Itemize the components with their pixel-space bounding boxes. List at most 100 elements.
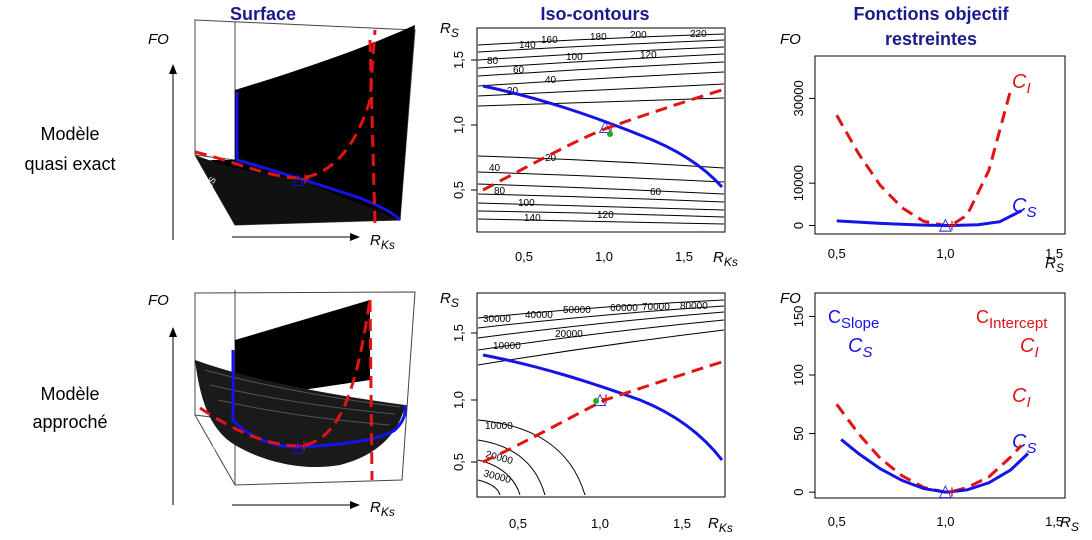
green-point-iso-top	[607, 131, 613, 137]
rks-label-inside-top: RKs	[207, 115, 232, 135]
svg-text:40000: 40000	[525, 310, 553, 321]
plus-marker-iso-top: +	[606, 117, 617, 137]
y-tick-label-bottom-2: 100	[791, 364, 806, 386]
rs-axis-label-fo-bottom: RS	[1060, 514, 1079, 534]
fo-axis-label-surface-top: FO	[148, 31, 169, 48]
svg-text:40: 40	[489, 163, 501, 174]
svg-text:1,0: 1,0	[595, 249, 613, 264]
svg-text:80: 80	[487, 56, 499, 67]
header-fo-line1: Fonctions objectif	[854, 4, 1010, 24]
svg-text:0,5: 0,5	[509, 516, 527, 531]
red-curve-surface-bottom-edge	[368, 299, 374, 481]
rks-axis-arrowhead-bottom	[350, 501, 360, 509]
rks-axis-label-surface-top: RKs	[370, 232, 395, 252]
svg-text:1,5: 1,5	[451, 324, 466, 342]
y-tick-label-bottom-1: 50	[791, 426, 806, 440]
svg-text:1,0: 1,0	[451, 391, 466, 409]
cs-label-bottom: CS	[1012, 431, 1036, 457]
cintercept-label: CIntercept	[976, 307, 1048, 332]
rks-axis-label-iso-bottom: RKs	[708, 515, 733, 535]
contour-labels-bottom: 10000 20000 30000 40000 50000 60000 7000…	[482, 301, 708, 486]
ci-label-bottom: CI	[1012, 385, 1031, 411]
fo-plot-frame-bottom	[814, 292, 1066, 499]
header-iso-contours: Iso-contours	[540, 4, 649, 24]
cs-label-top: CS	[1012, 195, 1036, 221]
surface-plot-bottom: △ + FO RS RKs	[148, 290, 416, 519]
svg-text:70000: 70000	[642, 302, 670, 313]
blue-curve-iso-bottom	[482, 353, 724, 461]
x-tick-label-top-1: 1,0	[936, 246, 954, 261]
x-tick-label-bottom-0: 0,5	[828, 514, 846, 529]
ci-label-top: CI	[1012, 71, 1031, 97]
x-tick-label-top-0: 0,5	[828, 246, 846, 261]
x-axis-iso-bottom: 0,5 1,0 1,5	[509, 516, 691, 531]
svg-text:80000: 80000	[680, 301, 708, 312]
x-tick-label-top-2: 1,5	[1045, 246, 1063, 261]
x-tick-label-bottom-1: 1,0	[936, 514, 954, 529]
svg-text:0,5: 0,5	[515, 249, 533, 264]
svg-text:30000: 30000	[483, 314, 511, 325]
red-curve-iso-bottom	[482, 360, 723, 464]
svg-text:140: 140	[519, 40, 536, 51]
surface-mesh-top-base	[195, 155, 400, 225]
header-surface: Surface	[230, 4, 296, 24]
fo-axis-label-bottom: FO	[780, 290, 801, 307]
row-label-exact-1: Modèle	[40, 124, 99, 144]
svg-text:180: 180	[590, 32, 607, 43]
row-label-approx-2: approché	[32, 412, 107, 432]
red-curve-surface-top-edge	[368, 39, 377, 226]
fo-axis-arrowhead-bottom	[169, 327, 177, 337]
svg-text:80: 80	[494, 186, 506, 197]
plus-marker-fo-top: +	[947, 216, 958, 236]
cs-label-bottom-legend: CS	[848, 335, 872, 361]
svg-text:40: 40	[545, 75, 557, 86]
iso-plot-frame-bottom	[476, 292, 726, 498]
svg-text:10000: 10000	[493, 341, 521, 352]
y-tick-label-top-2: 30000	[791, 80, 806, 116]
svg-text:1,5: 1,5	[451, 51, 466, 69]
triangle-marker-fo-top: △	[939, 215, 953, 234]
rs-label-surface-bottom: RS	[203, 443, 218, 459]
y-axis-iso-top: 0,5 1,0 1,5	[451, 51, 477, 199]
iso-plot-frame-top	[476, 27, 726, 233]
rks-axis-label-iso-top: RKs	[713, 249, 738, 269]
red-curve-iso-top	[482, 88, 723, 192]
svg-text:120: 120	[597, 210, 614, 221]
row-label-exact-2: quasi exact	[24, 154, 115, 174]
blue-curve-iso-top	[482, 84, 724, 189]
fo-axis-label-surface-bottom: FO	[148, 292, 169, 309]
row-label-approx-1: Modèle	[40, 384, 99, 404]
svg-text:30000: 30000	[482, 468, 512, 486]
svg-text:220: 220	[690, 29, 707, 40]
y-tick-label-bottom-3: 150	[791, 306, 806, 328]
svg-text:0,5: 0,5	[451, 453, 466, 471]
contour-lines-top	[477, 33, 725, 225]
svg-text:1,0: 1,0	[451, 116, 466, 134]
svg-text:60000: 60000	[610, 303, 638, 314]
red-curve-surface-bottom	[199, 299, 372, 448]
svg-text:20000: 20000	[555, 329, 583, 340]
blue-curve-surface-top	[235, 92, 402, 222]
triangle-marker-fo-bottom: △	[939, 481, 953, 500]
surface-plot-top: △ + FO RKs RS RKs	[148, 19, 416, 252]
iso-contour-plot-top: 20 40 60 80 100 120 140 160 180 200 220 …	[440, 20, 738, 269]
rks-axis-arrowhead-top	[350, 233, 360, 241]
svg-text:100: 100	[566, 52, 583, 63]
fo-restricted-plot-bottom: FO RS CSlope CS CIntercept CI CI CS 0 50 1…	[780, 290, 1079, 534]
header-fo-line2: restreintes	[885, 29, 977, 49]
svg-text:1,5: 1,5	[673, 516, 691, 531]
svg-text:0,5: 0,5	[451, 181, 466, 199]
svg-text:160: 160	[541, 35, 558, 46]
fo-plot-frame-top	[814, 55, 1066, 235]
y-tick-label-top-0: 0	[791, 222, 806, 229]
svg-text:120: 120	[640, 50, 657, 61]
x-tick-label-bottom-2: 1,5	[1045, 514, 1063, 529]
y-axis-iso-bottom: 0,5 1,0 1,5	[451, 324, 477, 471]
svg-text:60: 60	[650, 187, 662, 198]
cslope-label: CSlope	[828, 307, 879, 332]
rs-axis-label-iso-bottom: RS	[440, 290, 459, 310]
contour-lines-bottom	[477, 299, 725, 496]
ci-label-bottom-legend: CI	[1020, 335, 1039, 361]
contour-labels-top: 20 40 60 80 100 120 140 160 180 200 220 …	[487, 29, 707, 224]
rs-axis-label-iso-top: RS	[440, 20, 459, 40]
